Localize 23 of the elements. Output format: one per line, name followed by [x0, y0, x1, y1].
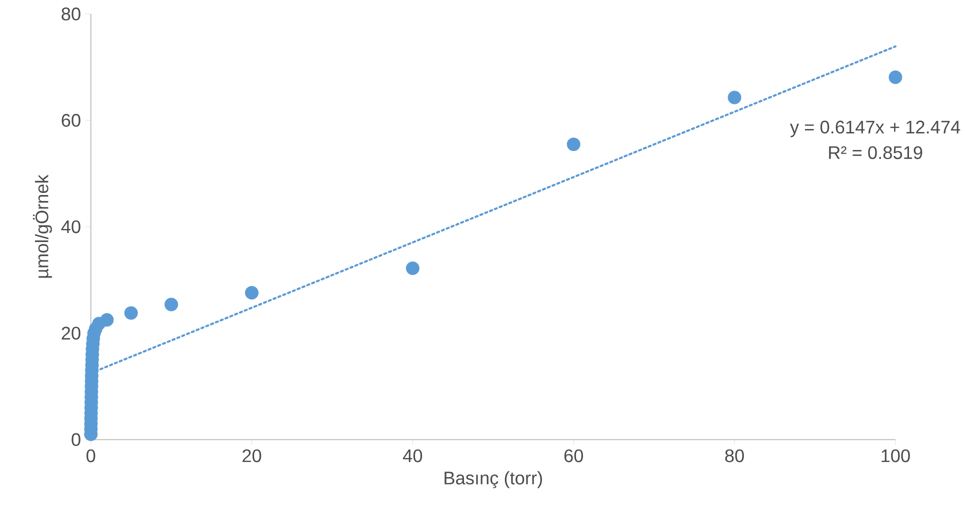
point [566, 138, 580, 152]
point [100, 313, 114, 327]
x-tick-label: 100 [882, 449, 910, 462]
point [124, 306, 138, 320]
x-axis-title: Basınç (torr) [444, 471, 542, 488]
point [888, 70, 902, 84]
y-tick-label: 80 [62, 8, 80, 20]
point [245, 286, 259, 300]
point [164, 298, 178, 312]
x-tick-label: 0 [86, 449, 96, 462]
annotation: y = 0.6147x + 12.474 [790, 120, 960, 138]
x-tick-label: 80 [725, 449, 744, 462]
point [728, 90, 742, 104]
y-tick-label: 20 [62, 326, 80, 340]
y-tick-label: 0 [72, 433, 80, 446]
x-tick-label: 40 [402, 449, 422, 462]
point [406, 262, 420, 276]
x-tick-label: 20 [242, 449, 262, 462]
x-tick-label: 60 [564, 449, 583, 462]
y-tick-label: 40 [61, 220, 80, 234]
annotation: R² = 0.8519 [829, 146, 922, 160]
y-tick-label: 60 [62, 114, 80, 127]
y-axis-title: µmol/gÖrnek [32, 174, 52, 278]
